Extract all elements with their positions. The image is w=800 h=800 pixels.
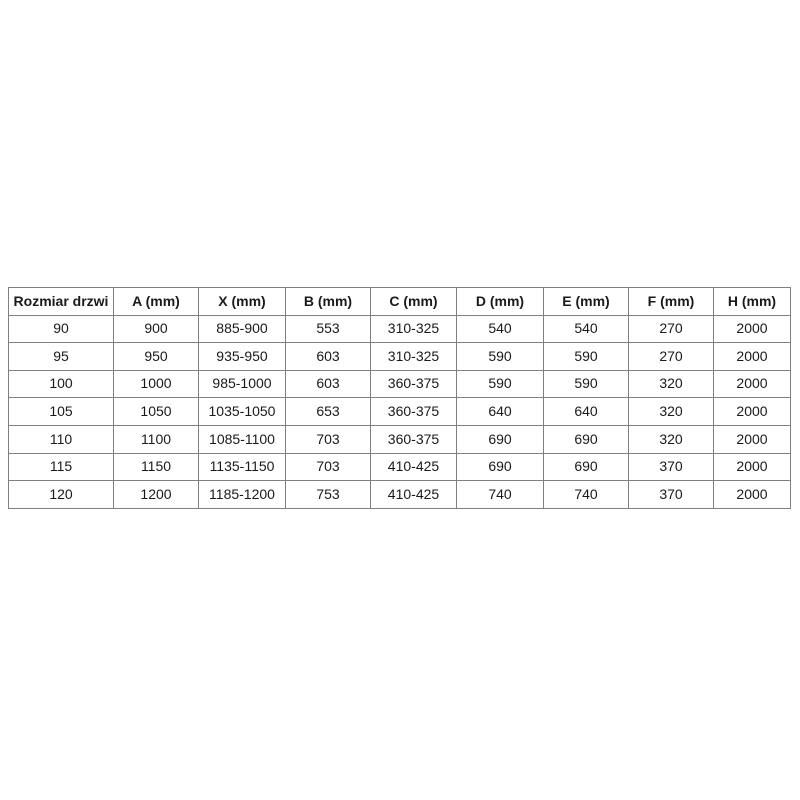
table-cell: 1185-1200	[198, 480, 286, 509]
table-cell: 320	[628, 369, 714, 399]
table-cell: 1050	[113, 397, 199, 426]
column-header-e-mm: E (mm)	[543, 287, 629, 316]
table-cell: 115	[8, 452, 114, 482]
table-row: 100 1000 985-1000 603 360-375 590 590 320 2000	[8, 369, 791, 399]
table-cell: 310-325	[370, 314, 457, 344]
table-cell: 95	[8, 342, 114, 371]
table-cell: 1200	[113, 480, 199, 509]
table-cell: 603	[285, 369, 371, 399]
column-header-h-mm: H (mm)	[713, 287, 791, 316]
table-cell: 310-325	[370, 342, 457, 371]
table-cell: 360-375	[370, 424, 457, 454]
table-cell: 2000	[713, 342, 791, 371]
door-size-table: Rozmiar drzwi A (mm) X (mm) B (mm) C (mm…	[8, 287, 791, 509]
table-cell: 2000	[713, 397, 791, 426]
table-cell: 2000	[713, 452, 791, 482]
table-cell: 320	[628, 424, 714, 454]
table-cell: 603	[285, 342, 371, 371]
table-header: Rozmiar drzwi A (mm) X (mm) B (mm) C (mm…	[8, 287, 791, 316]
spec-table-container: Rozmiar drzwi A (mm) X (mm) B (mm) C (mm…	[8, 287, 791, 509]
table-row: 90 900 885-900 553 310-325 540 540 270 2000	[8, 314, 791, 344]
table-row: 110 1100 1085-1100 703 360-375 690 690 320 2000	[8, 424, 791, 454]
table-cell: 410-425	[370, 452, 457, 482]
table-cell: 950	[113, 342, 199, 371]
table-cell: 885-900	[198, 314, 286, 344]
table-cell: 900	[113, 314, 199, 344]
table-cell: 1000	[113, 369, 199, 399]
table-cell: 410-425	[370, 480, 457, 509]
table-cell: 690	[456, 424, 544, 454]
table-cell: 120	[8, 480, 114, 509]
table-cell: 690	[543, 424, 629, 454]
table-header-row: Rozmiar drzwi A (mm) X (mm) B (mm) C (mm…	[8, 287, 791, 316]
table-cell: 640	[543, 397, 629, 426]
table-cell: 110	[8, 424, 114, 454]
column-header-a-mm: A (mm)	[113, 287, 199, 316]
table-cell: 360-375	[370, 397, 457, 426]
table-cell: 1135-1150	[198, 452, 286, 482]
column-header-c-mm: C (mm)	[370, 287, 457, 316]
column-header-f-mm: F (mm)	[628, 287, 714, 316]
table-row: 95 950 935-950 603 310-325 590 590 270 2000	[8, 342, 791, 371]
table-cell: 2000	[713, 480, 791, 509]
table-cell: 985-1000	[198, 369, 286, 399]
table-cell: 590	[456, 342, 544, 371]
table-cell: 105	[8, 397, 114, 426]
table-cell: 540	[543, 314, 629, 344]
table-cell: 1085-1100	[198, 424, 286, 454]
table-cell: 270	[628, 314, 714, 344]
column-header-rozmiar-drzwi: Rozmiar drzwi	[8, 287, 114, 316]
table-cell: 90	[8, 314, 114, 344]
table-cell: 2000	[713, 424, 791, 454]
table-row: 120 1200 1185-1200 753 410-425 740 740 370 2000	[8, 480, 791, 509]
table-cell: 1035-1050	[198, 397, 286, 426]
table-cell: 935-950	[198, 342, 286, 371]
table-row: 115 1150 1135-1150 703 410-425 690 690 370 2000	[8, 452, 791, 482]
column-header-x-mm: X (mm)	[198, 287, 286, 316]
table-cell: 640	[456, 397, 544, 426]
table-cell: 590	[456, 369, 544, 399]
table-cell: 740	[456, 480, 544, 509]
table-cell: 100	[8, 369, 114, 399]
table-cell: 2000	[713, 314, 791, 344]
table-cell: 1150	[113, 452, 199, 482]
table-cell: 690	[456, 452, 544, 482]
table-cell: 360-375	[370, 369, 457, 399]
table-cell: 1100	[113, 424, 199, 454]
table-cell: 370	[628, 452, 714, 482]
table-body: 90 900 885-900 553 310-325 540 540 270 2000 95 950…	[8, 314, 791, 509]
column-header-b-mm: B (mm)	[285, 287, 371, 316]
table-cell: 690	[543, 452, 629, 482]
table-cell: 270	[628, 342, 714, 371]
table-cell: 703	[285, 424, 371, 454]
table-cell: 553	[285, 314, 371, 344]
table-cell: 753	[285, 480, 371, 509]
table-cell: 653	[285, 397, 371, 426]
table-cell: 703	[285, 452, 371, 482]
column-header-d-mm: D (mm)	[456, 287, 544, 316]
table-cell: 740	[543, 480, 629, 509]
table-cell: 370	[628, 480, 714, 509]
table-cell: 540	[456, 314, 544, 344]
table-cell: 590	[543, 369, 629, 399]
table-row: 105 1050 1035-1050 653 360-375 640 640 320 2000	[8, 397, 791, 426]
table-cell: 590	[543, 342, 629, 371]
table-cell: 320	[628, 397, 714, 426]
table-cell: 2000	[713, 369, 791, 399]
